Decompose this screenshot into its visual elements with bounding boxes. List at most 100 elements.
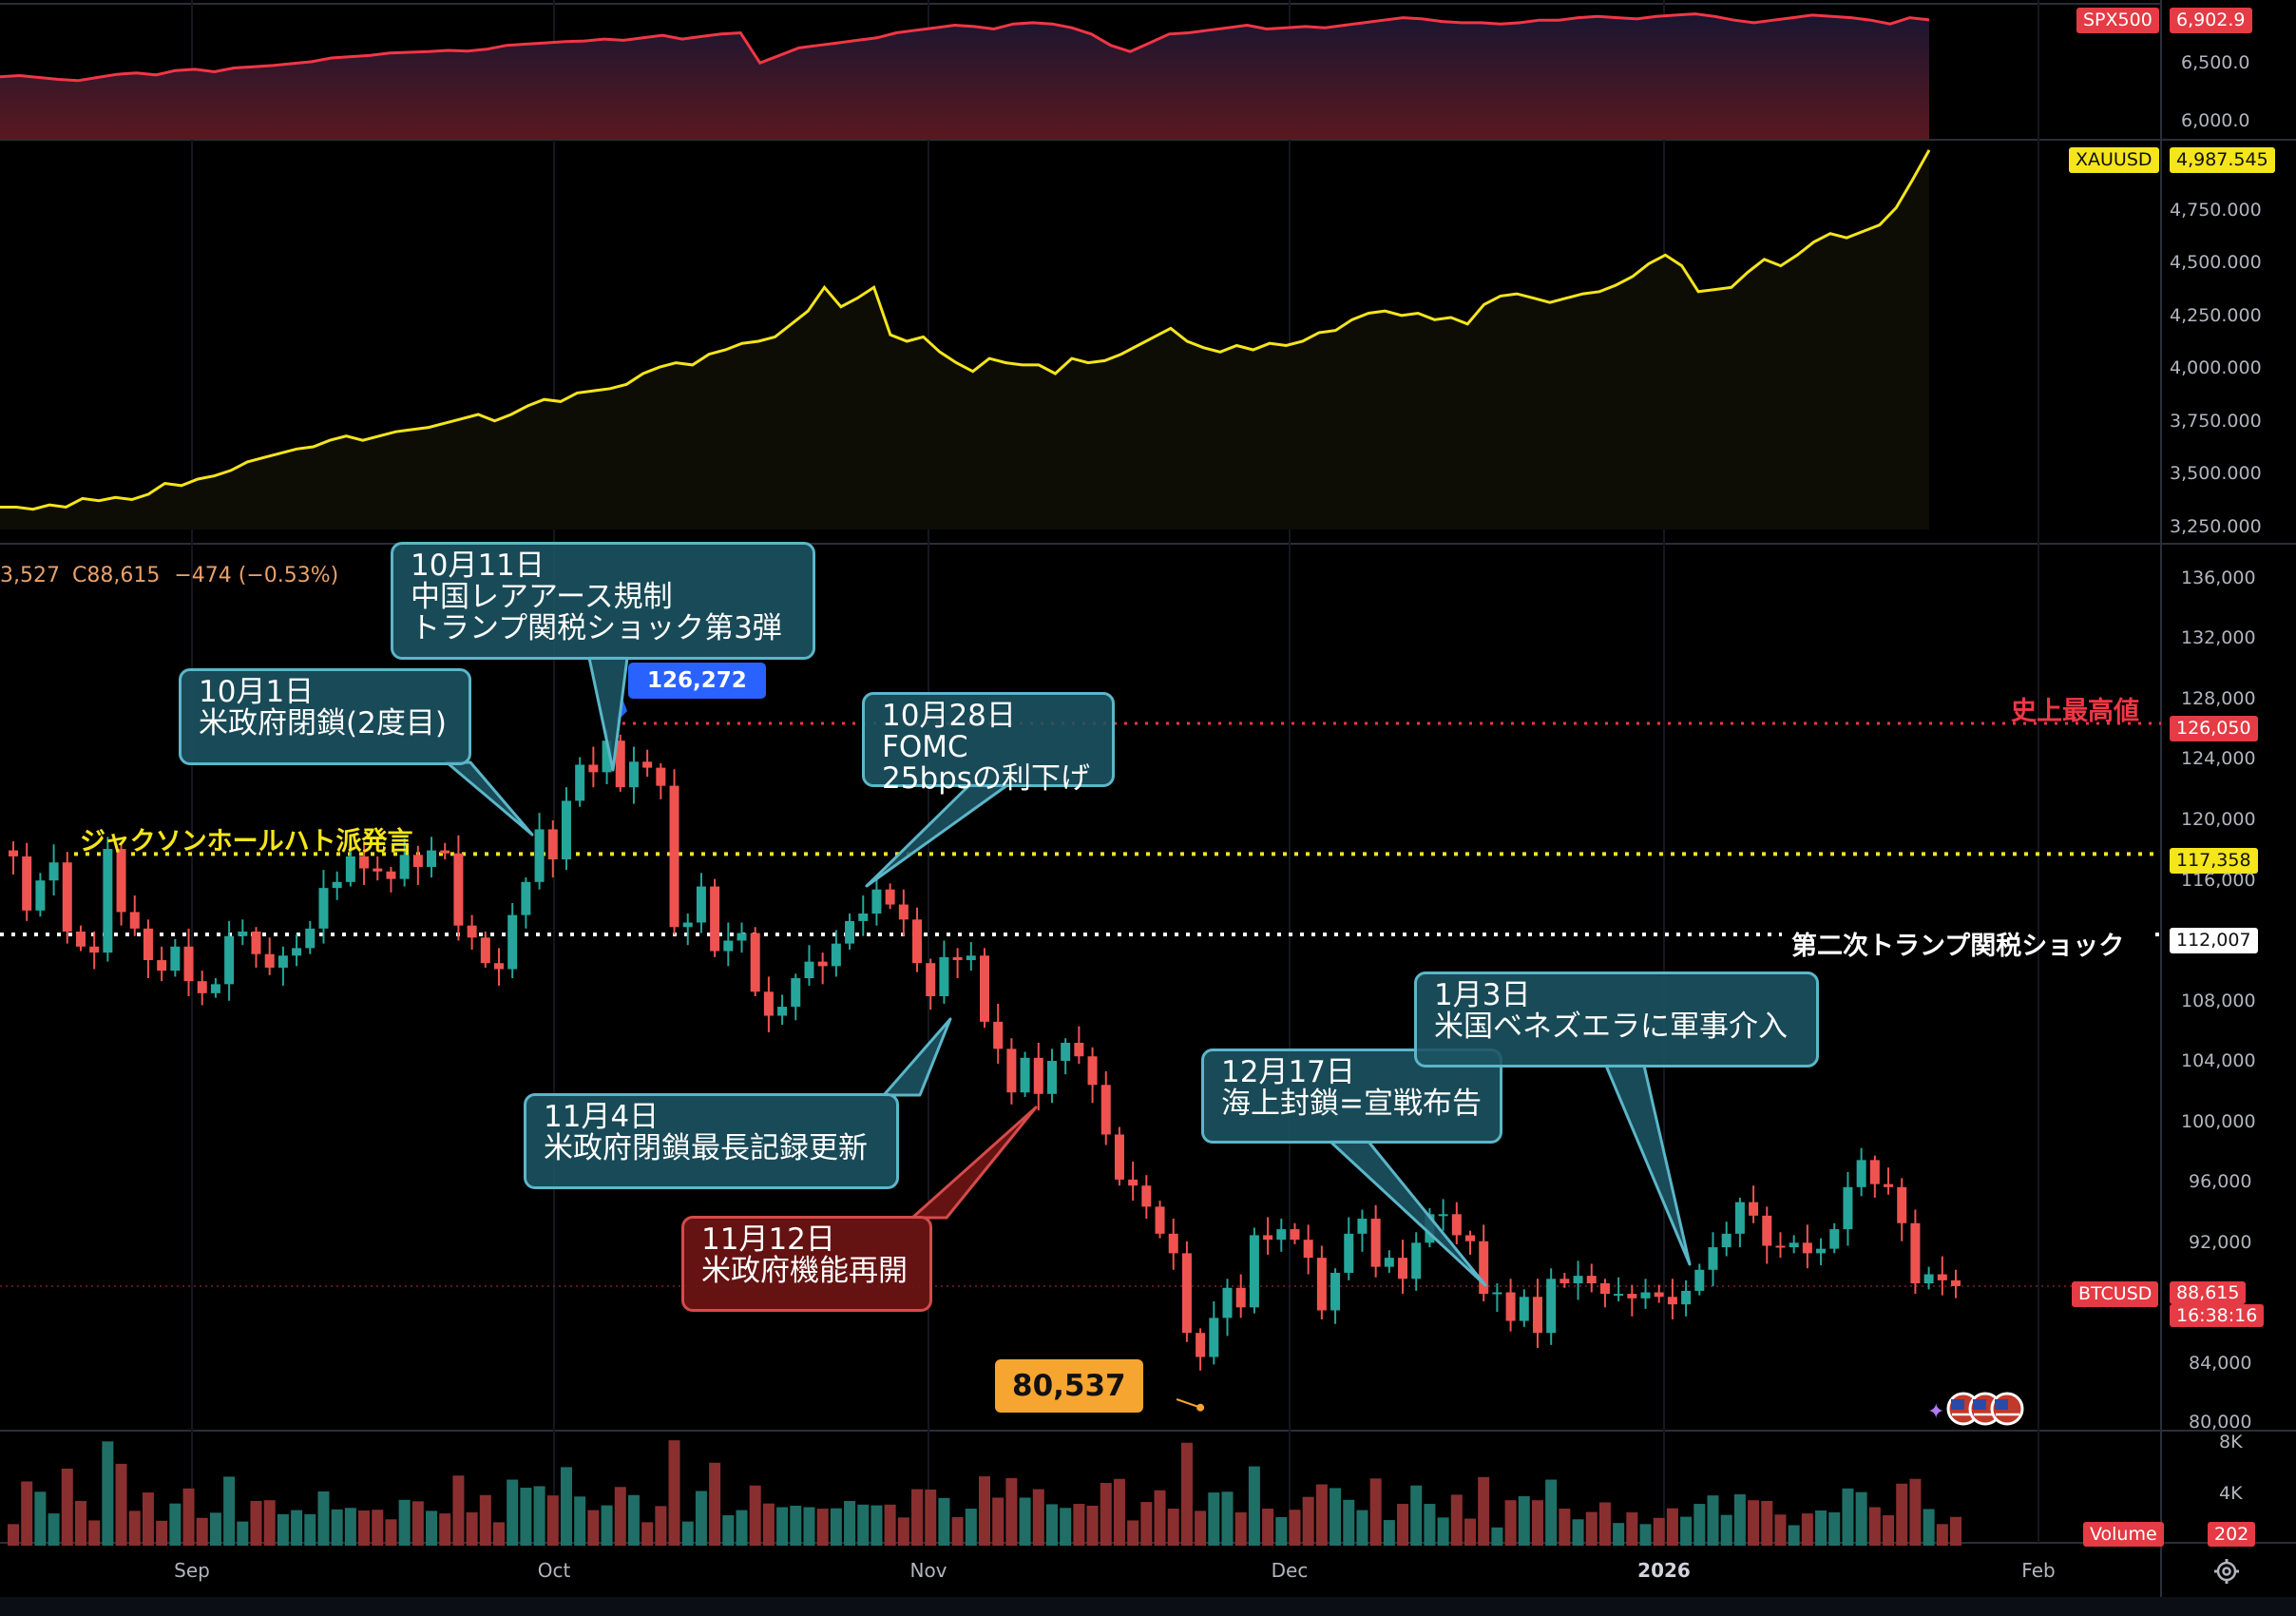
volume-bar [1883, 1515, 1895, 1546]
volume-bar [304, 1513, 316, 1546]
candle-body [1141, 1185, 1152, 1207]
candle-body [1235, 1287, 1246, 1308]
candle-body [1290, 1229, 1300, 1241]
candle-body [399, 855, 410, 879]
volume-bar [668, 1440, 680, 1546]
volume-bar [1923, 1509, 1935, 1546]
candle-body [1316, 1258, 1327, 1311]
candle-body [710, 886, 720, 952]
volume-bar [641, 1522, 654, 1546]
volume-bar [1424, 1504, 1436, 1546]
btc-tick-132000: 132,000 [2181, 627, 2256, 648]
candle-body [682, 922, 693, 928]
volume-bar [979, 1476, 990, 1546]
annotation-jan3: 1月3日 米国ベネズエラに軍事介入 [1414, 972, 1819, 1068]
volume-bar [776, 1507, 789, 1546]
volume-bar [790, 1505, 802, 1546]
candle-body [480, 937, 490, 964]
volume-bar [1437, 1517, 1449, 1546]
candle-body [1694, 1269, 1705, 1291]
candle-body [1559, 1279, 1570, 1284]
volume-bar [1748, 1500, 1760, 1546]
candle-body [737, 933, 747, 941]
volume-bar [1855, 1491, 1867, 1546]
candle-body [885, 889, 895, 905]
candle-body [845, 920, 855, 944]
volume-bar [156, 1520, 168, 1546]
volume-bar [1733, 1493, 1746, 1546]
volume-bar [1369, 1478, 1382, 1546]
volume-bar [1504, 1500, 1517, 1546]
btc-tick-84000: 84,000 [2189, 1353, 2252, 1374]
candle-body [831, 943, 841, 967]
candle-body [1061, 1043, 1071, 1061]
volume-bar [1140, 1502, 1153, 1546]
candle-body [547, 829, 558, 860]
candle-body [1196, 1333, 1206, 1357]
x-label-feb: Feb [2021, 1559, 2056, 1582]
spx-line [0, 12, 1930, 83]
volume-bar [1086, 1505, 1099, 1546]
x-label-2026: 2026 [1637, 1559, 1691, 1582]
volume-bar [816, 1509, 829, 1546]
volume-bar [223, 1476, 236, 1546]
candle-body [1532, 1297, 1542, 1334]
volume-bar [1356, 1510, 1368, 1546]
candle-body [1869, 1160, 1880, 1184]
us-flag-event-icons[interactable]: ✦ [1927, 1391, 2032, 1427]
volume-bar [1559, 1509, 1571, 1546]
volume-bar [1774, 1514, 1787, 1546]
volume-bar [1653, 1517, 1665, 1546]
volume-bar [938, 1497, 950, 1546]
tail-nov4 [882, 1017, 952, 1097]
volume-bar [1788, 1525, 1800, 1546]
volume-bar [736, 1510, 748, 1546]
btc-countdown-tag: 16:38:16 [2170, 1304, 2265, 1327]
candle-body [507, 914, 518, 970]
volume-bar [372, 1510, 384, 1546]
volume-bar [884, 1504, 896, 1546]
annotation-oct28: 10月28日FOMC 25bpsの利下げ [862, 692, 1115, 795]
candle-body [1046, 1060, 1057, 1094]
candle-body [467, 925, 477, 938]
candle-body [116, 849, 126, 913]
volume-bar [196, 1517, 208, 1546]
low-marker [1196, 1403, 1205, 1412]
volume-bar [695, 1491, 707, 1546]
candle-body [1708, 1247, 1718, 1270]
volume-bar [1383, 1520, 1395, 1546]
volume-bar [88, 1520, 101, 1546]
xau-tick-4250: 4,250.000 [2170, 305, 2262, 326]
candle-body [224, 935, 235, 985]
volume-bar [1302, 1496, 1314, 1546]
btc-tick-124000: 124,000 [2181, 748, 2256, 769]
volume-bar [965, 1509, 977, 1546]
candle-body [62, 862, 72, 932]
volume-bar [317, 1491, 330, 1546]
candle-body [210, 984, 220, 993]
candle-body [157, 960, 167, 972]
candle-body [183, 946, 194, 982]
low-callout-tag: 80,537 [995, 1359, 1143, 1413]
candle-body [1033, 1057, 1043, 1094]
volume-bar [681, 1521, 694, 1546]
volume-bar [479, 1494, 491, 1546]
volume-bar [857, 1504, 870, 1546]
candle-body [440, 850, 450, 854]
candle-body [858, 914, 869, 921]
volume-bar [1491, 1527, 1503, 1546]
gear-icon[interactable] [2212, 1557, 2241, 1586]
volume-bar [452, 1475, 465, 1546]
volume-bar [466, 1511, 478, 1546]
volume-bar [1073, 1504, 1085, 1546]
btc-tick-116000: 116,000 [2181, 870, 2256, 891]
volume-bar [1234, 1511, 1247, 1546]
volume-bar [358, 1510, 371, 1546]
candle-body [1465, 1235, 1475, 1241]
volume-bar [1545, 1479, 1558, 1546]
volume-bar [493, 1522, 505, 1546]
xau-tick-4000: 4,000.000 [2170, 357, 2262, 378]
volume-bar [209, 1512, 221, 1546]
tail-oct28 [865, 783, 1009, 888]
volume-bar [844, 1500, 856, 1546]
